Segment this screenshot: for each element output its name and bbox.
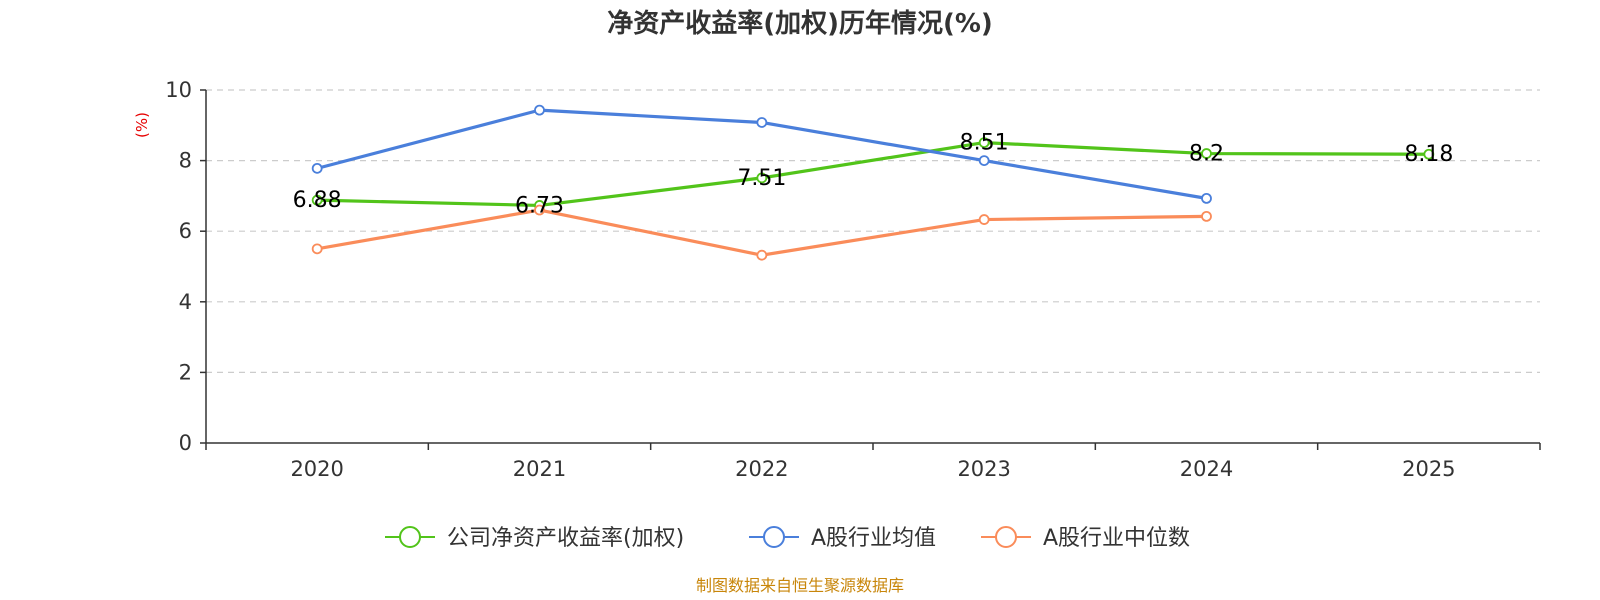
- point-s2-2022[interactable]: [756, 249, 768, 261]
- point-s0-2022[interactable]: [756, 172, 768, 184]
- series-lines: [311, 104, 1435, 261]
- data-label-2024: 8.2: [1189, 142, 1224, 167]
- point-s1-2022[interactable]: [756, 117, 768, 128]
- legend-label-2: A股行业中位数: [1043, 526, 1190, 551]
- legend-marker-1: [763, 526, 785, 548]
- source-note: 制图数据来自恒生聚源数据库: [696, 576, 904, 595]
- data-label-2022: 7.51: [737, 166, 786, 191]
- point-s1-2023[interactable]: [978, 155, 990, 167]
- point-s2-2023[interactable]: [978, 214, 990, 225]
- y-axis-label: (%): [133, 112, 151, 138]
- point-s0-2023[interactable]: [978, 137, 990, 148]
- point-s2-2020[interactable]: [311, 243, 323, 255]
- y-tick-label-0: 0: [179, 431, 192, 455]
- point-s2-2021[interactable]: [534, 204, 545, 216]
- point-s0-2024[interactable]: [1201, 148, 1212, 159]
- point-s0-2025[interactable]: [1423, 148, 1435, 160]
- x-tick-label-2023: 2023: [957, 457, 1010, 481]
- axes: 0 2 4 6 8 10 2020 2021 2022 2023 2024 2025: [165, 78, 1541, 481]
- y-tick-label-10: 10: [165, 78, 192, 102]
- x-tick-label-2022: 2022: [735, 457, 788, 481]
- point-s0-2020[interactable]: [311, 194, 323, 206]
- grid-lines: [206, 89, 1540, 373]
- y-tick-label-8: 8: [179, 149, 192, 173]
- legend[interactable]: 公司净资产收益率(加权) A股行业均值 A股行业中位数: [385, 526, 1190, 551]
- point-s1-2024[interactable]: [1201, 192, 1212, 204]
- y-tick-label-4: 4: [179, 290, 192, 314]
- point-s2-2024[interactable]: [1201, 210, 1212, 222]
- x-tick-label-2024: 2024: [1180, 457, 1233, 481]
- legend-item-1[interactable]: A股行业均值: [749, 526, 936, 551]
- data-label-2023: 8.51: [960, 131, 1009, 156]
- series-line-2: [316, 208, 1207, 257]
- x-tick-label-2021: 2021: [513, 457, 566, 481]
- legend-item-0[interactable]: 公司净资产收益率(加权): [385, 526, 684, 551]
- y-tick-label-2: 2: [179, 360, 192, 384]
- x-tick-label-2020: 2020: [290, 457, 343, 481]
- legend-label-0: 公司净资产收益率(加权): [447, 526, 684, 551]
- legend-marker-2: [995, 526, 1017, 548]
- legend-marker-0: [399, 526, 421, 548]
- y-tick-label-6: 6: [179, 219, 192, 243]
- data-labels: 6.88 6.73 7.51 8.51 8.2 8.18: [293, 131, 1454, 219]
- data-label-2020: 6.88: [293, 188, 342, 213]
- chart-title: 净资产收益率(加权)历年情况(%): [607, 8, 993, 39]
- data-label-2025: 8.18: [1404, 142, 1453, 167]
- point-s1-2021[interactable]: [534, 104, 545, 116]
- series-line-0: [317, 140, 1429, 208]
- x-tick-label-2025: 2025: [1402, 457, 1455, 481]
- data-label-2021: 6.73: [515, 193, 564, 218]
- point-s1-2020[interactable]: [311, 162, 323, 174]
- legend-item-2[interactable]: A股行业中位数: [981, 526, 1190, 551]
- legend-label-1: A股行业均值: [811, 526, 936, 551]
